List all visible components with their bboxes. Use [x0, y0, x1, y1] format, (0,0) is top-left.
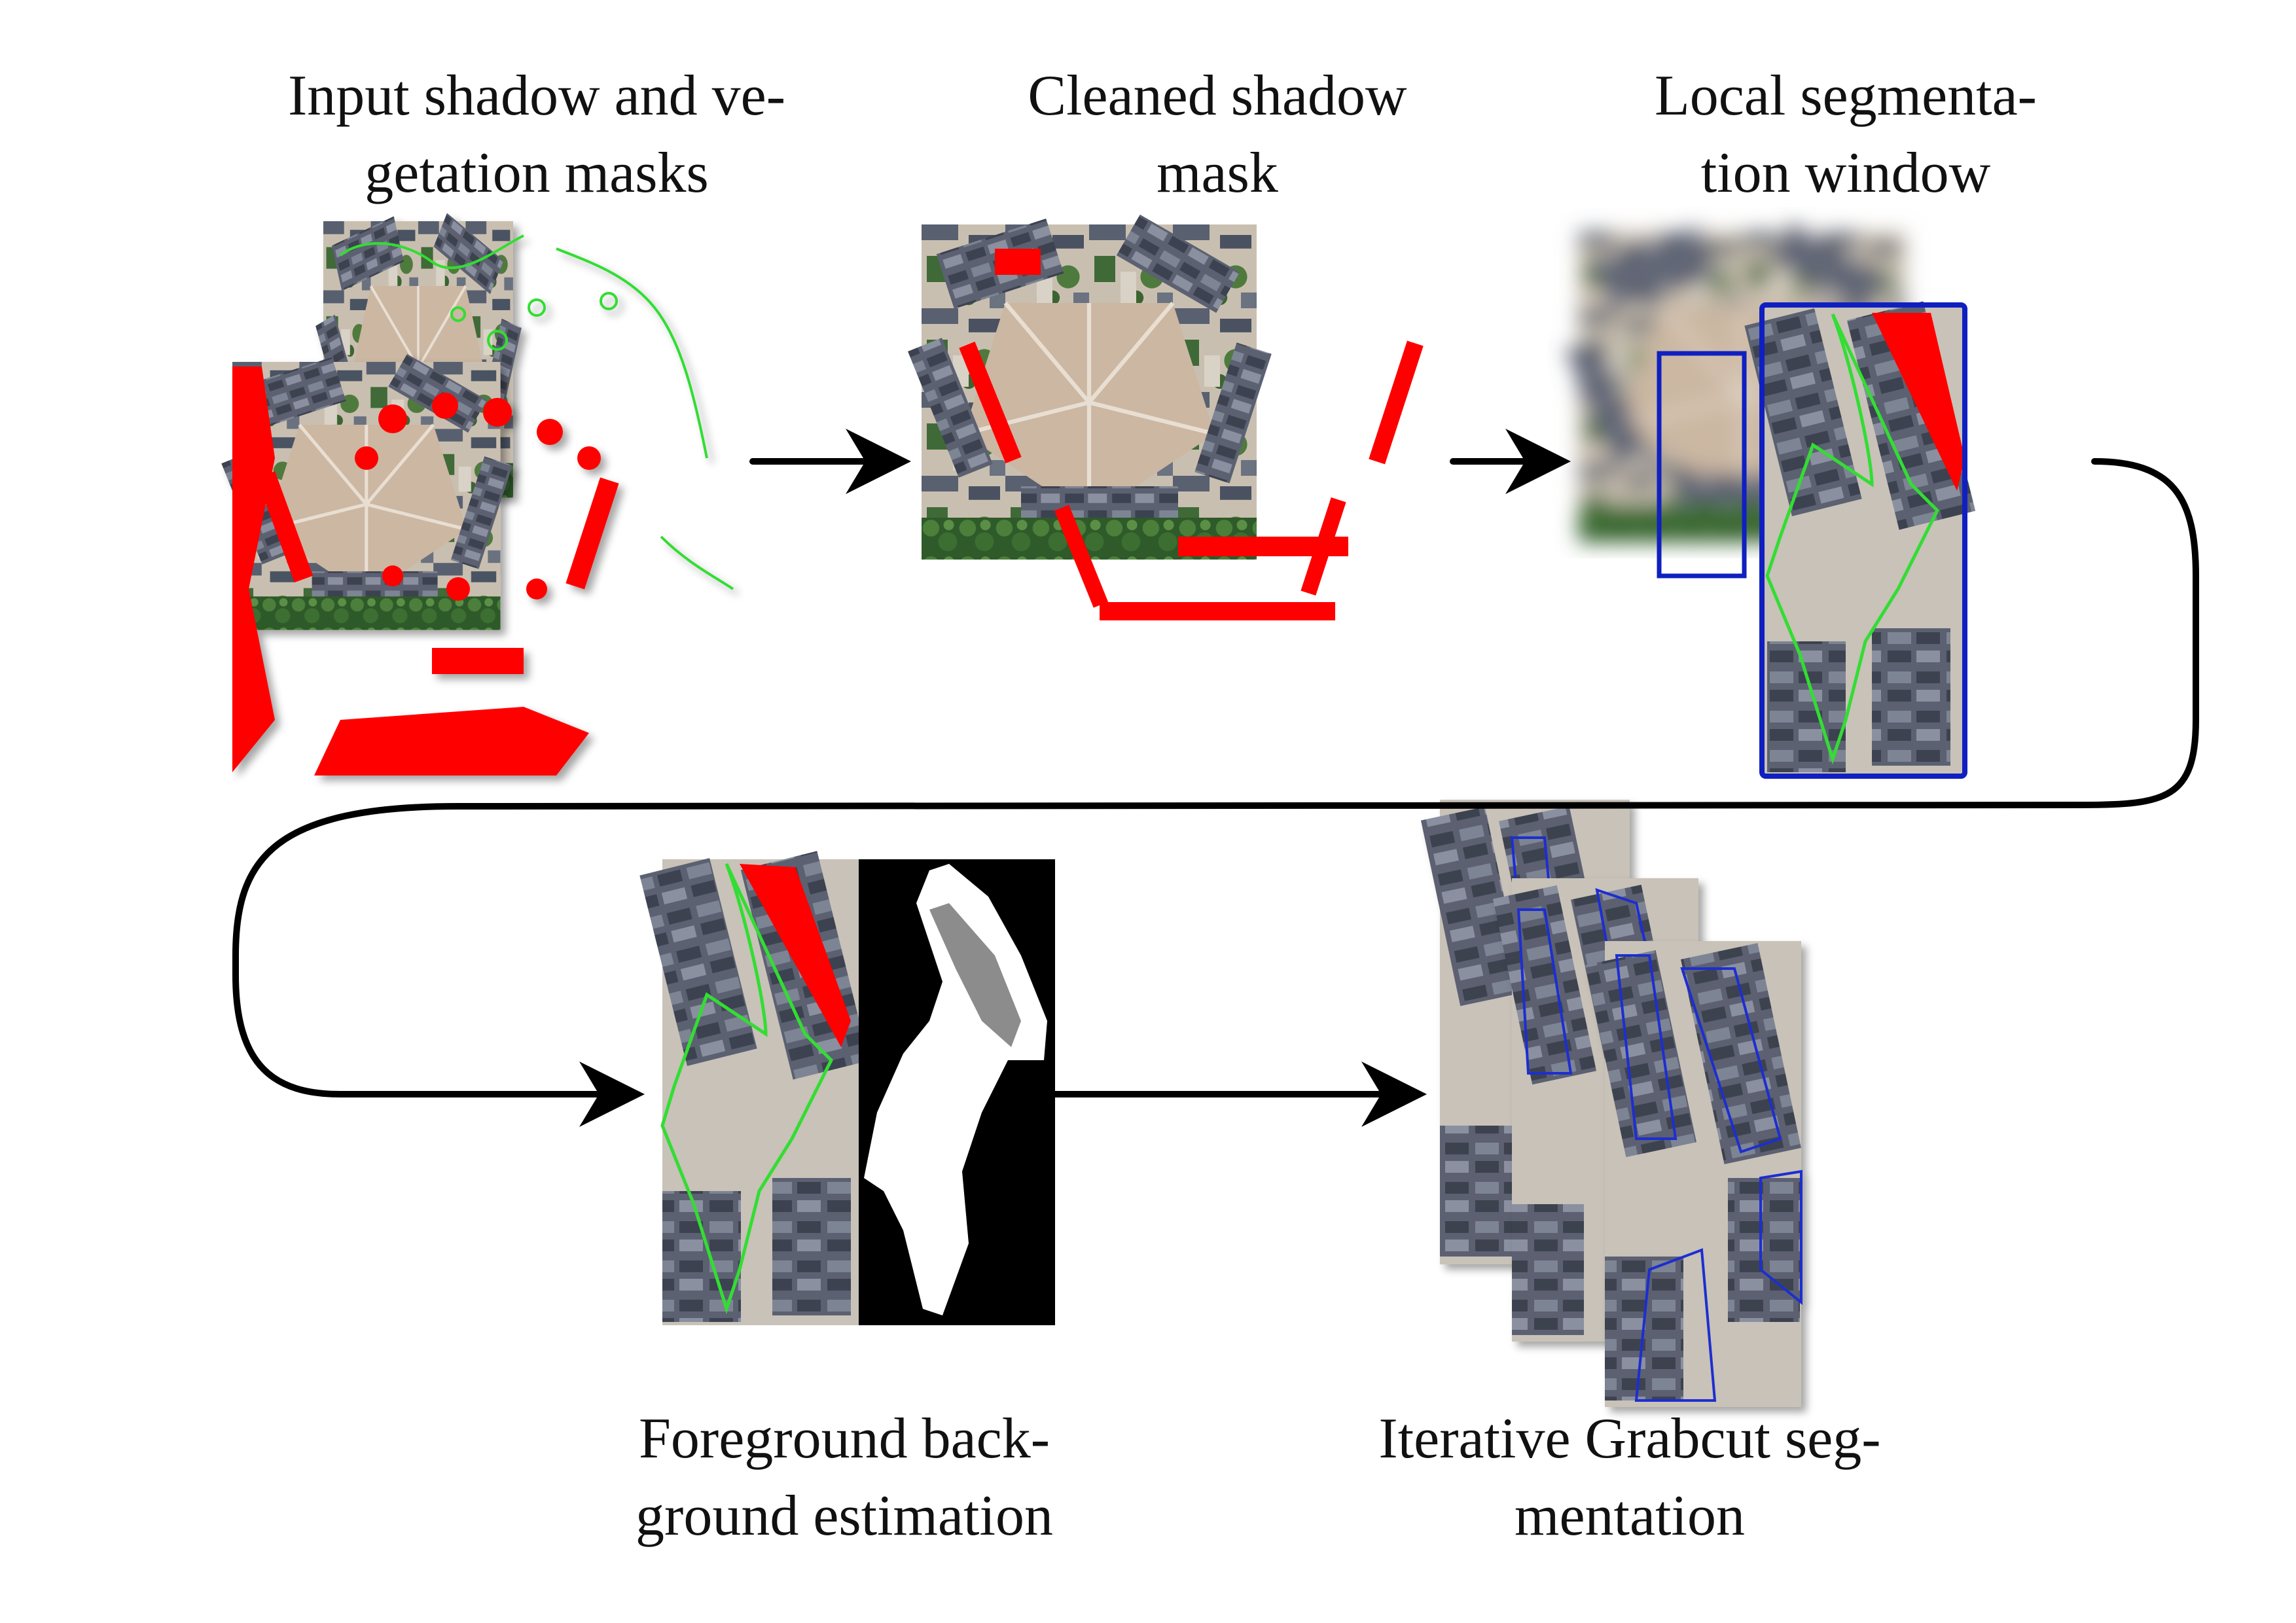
- label-grabcut-line1: Iterative Grabcut seg-: [1378, 1407, 1881, 1471]
- fg-bg-crop-image: [639, 851, 870, 1325]
- arrow-stage3-loop-to-stage4: [232, 458, 2199, 1127]
- label-grabcut: Iterative Grabcut seg- mentation: [1296, 1400, 1964, 1555]
- label-cleaned-mask: Cleaned shadow mask: [929, 58, 1505, 212]
- fg-bg-mask-image: [859, 859, 1055, 1325]
- main-window-outline: [1759, 302, 1967, 779]
- cleaned-mask-image: [908, 215, 1424, 620]
- label-input-masks-line2: getation masks: [365, 141, 709, 205]
- label-fg-bg-line1: Foreground back-: [638, 1407, 1050, 1471]
- shadow-mask-image: [221, 354, 619, 776]
- flow-arrows: [232, 429, 2199, 1127]
- main-window-crop: [1744, 301, 1976, 779]
- grabcut-iteration-3: [1585, 941, 1803, 1407]
- label-grabcut-line2: mentation: [1515, 1484, 1745, 1548]
- label-input-masks: Input shadow and ve- getation masks: [196, 58, 877, 212]
- input-masks-stack: [221, 213, 734, 776]
- label-local-window-line1: Local segmenta-: [1655, 64, 2037, 128]
- vegetation-mask-image: [315, 213, 734, 590]
- label-local-window-line2: tion window: [1700, 141, 1991, 205]
- label-input-masks-line1: Input shadow and ve-: [287, 64, 786, 128]
- label-local-window: Local segmenta- tion window: [1558, 58, 2134, 212]
- fg-bg-estimation-pair: [639, 851, 1055, 1325]
- label-fg-bg-estimation: Foreground back- ground estimation: [537, 1400, 1152, 1555]
- label-fg-bg-line2: ground estimation: [636, 1484, 1053, 1548]
- local-window-image: [1566, 223, 1976, 779]
- label-cleaned-mask-line2: mask: [1157, 141, 1278, 205]
- grabcut-stack: [1420, 800, 1803, 1407]
- label-cleaned-mask-line1: Cleaned shadow: [1028, 64, 1407, 128]
- secondary-window-outline: [1657, 351, 1747, 579]
